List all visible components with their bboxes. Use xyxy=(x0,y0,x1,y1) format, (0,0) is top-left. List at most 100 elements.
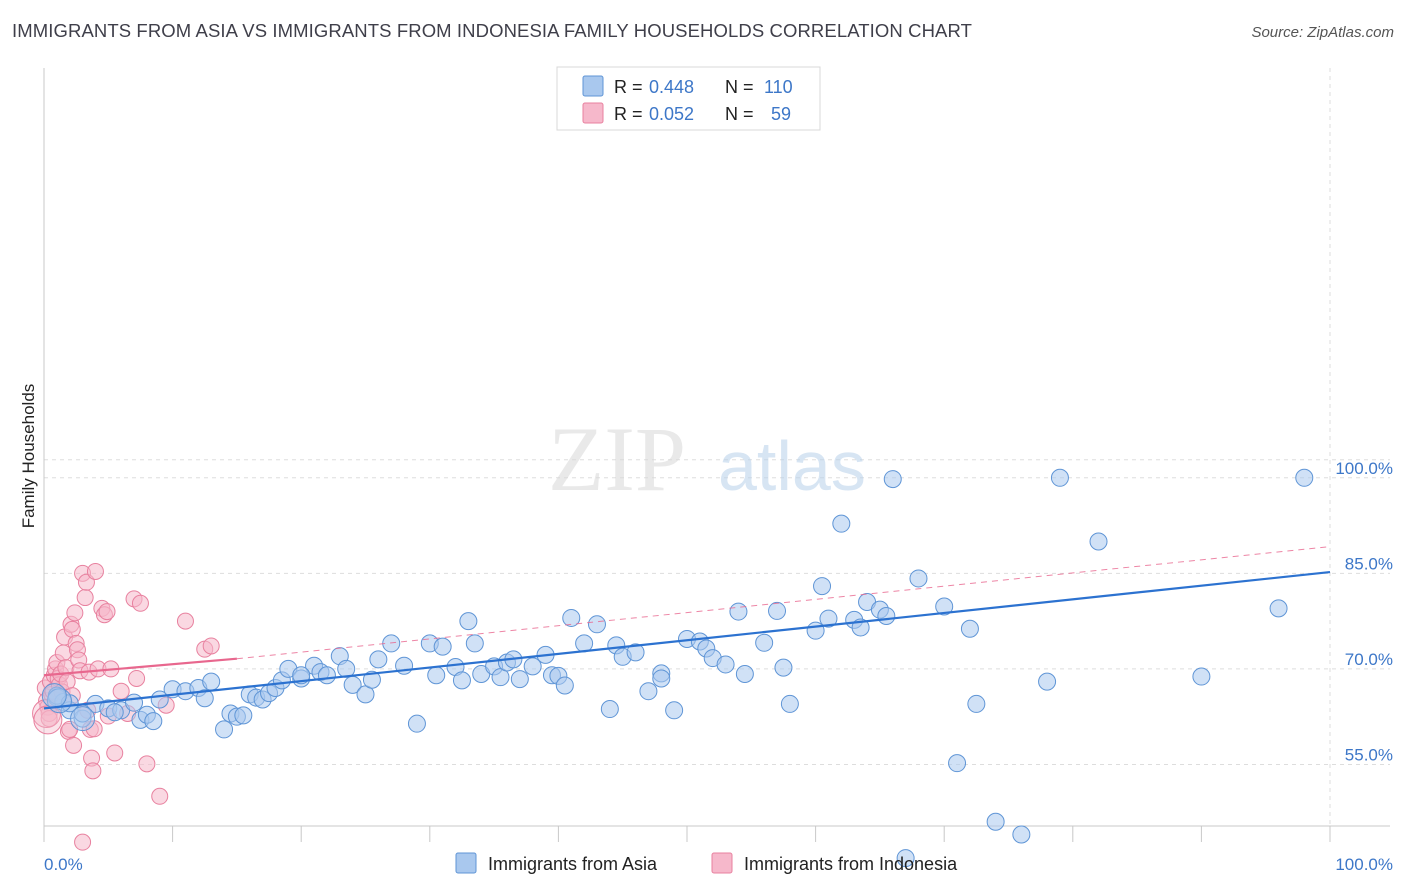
asia-point xyxy=(105,703,124,722)
asia-point xyxy=(935,597,954,616)
asia-point xyxy=(626,643,645,662)
source-credit: Source: ZipAtlas.com xyxy=(1251,24,1394,41)
asia-point xyxy=(195,689,214,708)
indonesia-point xyxy=(40,710,58,728)
bottom-legend-label-pink: Immigrants from Indonesia xyxy=(744,854,958,874)
legend-r-value-blue: 0.448 xyxy=(649,77,694,97)
asia-point xyxy=(465,634,484,653)
asia-point xyxy=(652,669,671,688)
bottom-legend-swatch-blue xyxy=(455,852,477,874)
asia-point xyxy=(555,676,574,695)
asia-point xyxy=(1012,825,1031,844)
legend-n-label-blue: N = xyxy=(725,77,754,97)
asia-point-cluster xyxy=(70,706,96,732)
asia-point xyxy=(382,634,401,653)
asia-point xyxy=(774,658,793,677)
asia-point xyxy=(883,470,902,489)
asia-point xyxy=(780,694,799,713)
asia-point xyxy=(729,602,748,621)
asia-point xyxy=(587,615,606,634)
legend-swatch-pink xyxy=(582,102,604,124)
chart-title: IMMIGRANTS FROM ASIA VS IMMIGRANTS FROM … xyxy=(12,20,973,41)
x-tick-label-start: 0.0% xyxy=(44,855,83,874)
indonesia-point xyxy=(131,594,149,612)
asia-point xyxy=(896,849,915,868)
bottom-legend-label-blue: Immigrants from Asia xyxy=(488,854,658,874)
indonesia-point xyxy=(176,612,194,630)
asia-point xyxy=(813,577,832,596)
asia-point xyxy=(1295,468,1314,487)
legend-r-value-pink: 0.052 xyxy=(649,104,694,124)
asia-point xyxy=(986,812,1005,831)
asia-point xyxy=(144,712,163,731)
asia-point xyxy=(427,666,446,685)
asia-point xyxy=(523,657,542,676)
asia-point xyxy=(459,612,478,631)
asia-point xyxy=(735,664,754,683)
indonesia-trend-line xyxy=(43,657,237,677)
asia-point xyxy=(639,682,658,701)
indonesia-point xyxy=(151,787,169,805)
legend-n-value-blue: 110 xyxy=(764,77,793,97)
asia-point xyxy=(877,607,896,626)
series-asia-points xyxy=(41,468,1314,868)
asia-trend-line xyxy=(43,570,1331,710)
asia-point xyxy=(832,514,851,533)
y-tick-label: 100.0% xyxy=(1335,459,1393,478)
asia-point xyxy=(292,666,311,685)
indonesia-point xyxy=(138,755,156,773)
asia-point xyxy=(433,637,452,656)
asia-point xyxy=(407,714,426,733)
indonesia-point xyxy=(66,604,84,622)
bottom-legend: Immigrants from Asia Immigrants from Ind… xyxy=(455,852,958,874)
indonesia-point xyxy=(65,736,83,754)
asia-point xyxy=(967,694,986,713)
asia-point xyxy=(819,609,838,628)
indonesia-point xyxy=(76,589,94,607)
indonesia-point xyxy=(112,682,130,700)
asia-point xyxy=(510,670,529,689)
asia-point xyxy=(1050,468,1069,487)
asia-point xyxy=(125,693,144,712)
asia-point xyxy=(755,633,774,652)
asia-point xyxy=(234,706,253,725)
grid-lines xyxy=(44,68,1390,826)
y-tick-label: 85.0% xyxy=(1345,554,1393,573)
asia-point xyxy=(960,619,979,638)
trend-lines xyxy=(43,546,1331,710)
axes xyxy=(43,68,1390,842)
asia-point xyxy=(1089,532,1108,551)
watermark-zip: ZIP xyxy=(548,408,686,510)
legend-n-value-pink: 59 xyxy=(771,104,791,124)
legend-box: R = 0.448 N = 110 R = 0.052 N = 59 xyxy=(556,66,821,131)
indonesia-point xyxy=(106,744,124,762)
y-axis-label: Family Households xyxy=(19,384,38,529)
asia-point xyxy=(215,720,234,739)
asia-point xyxy=(452,671,471,690)
legend-swatch-blue xyxy=(582,75,604,97)
indonesia-trend-extension xyxy=(236,546,1331,660)
bottom-legend-swatch-pink xyxy=(711,852,733,874)
indonesia-point xyxy=(63,620,81,638)
asia-point xyxy=(575,634,594,653)
asia-point xyxy=(317,666,336,685)
legend-r-label-pink: R = xyxy=(614,104,643,124)
asia-point xyxy=(1269,599,1288,618)
asia-point xyxy=(806,621,825,640)
tick-labels: 55.0% 70.0% 85.0% 100.0% 0.0% 100.0% xyxy=(44,459,1393,874)
indonesia-point xyxy=(84,762,102,780)
watermark-atlas: atlas xyxy=(718,427,866,505)
x-tick-label-end: 100.0% xyxy=(1335,855,1393,874)
indonesia-point xyxy=(74,833,92,851)
indonesia-point xyxy=(86,562,104,580)
legend-r-label-blue: R = xyxy=(614,77,643,97)
asia-point xyxy=(600,700,619,719)
y-tick-label: 70.0% xyxy=(1345,650,1393,669)
asia-point xyxy=(768,601,787,620)
asia-point xyxy=(716,655,735,674)
asia-point xyxy=(909,569,928,588)
asia-point xyxy=(1038,672,1057,691)
indonesia-point xyxy=(128,669,146,687)
asia-point xyxy=(369,650,388,669)
